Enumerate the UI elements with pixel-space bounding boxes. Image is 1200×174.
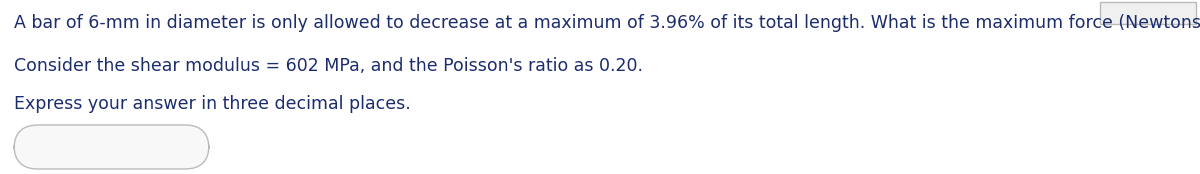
Text: A bar of 6-mm in diameter is only allowed to decrease at a maximum of 3.96% of i: A bar of 6-mm in diameter is only allowe… (14, 14, 1200, 32)
FancyBboxPatch shape (1100, 2, 1196, 24)
Text: Consider the shear modulus = 602 MPa, and the Poisson's ratio as 0.20.: Consider the shear modulus = 602 MPa, an… (14, 57, 643, 75)
Text: Express your answer in three decimal places.: Express your answer in three decimal pla… (14, 95, 410, 113)
FancyBboxPatch shape (14, 125, 209, 169)
